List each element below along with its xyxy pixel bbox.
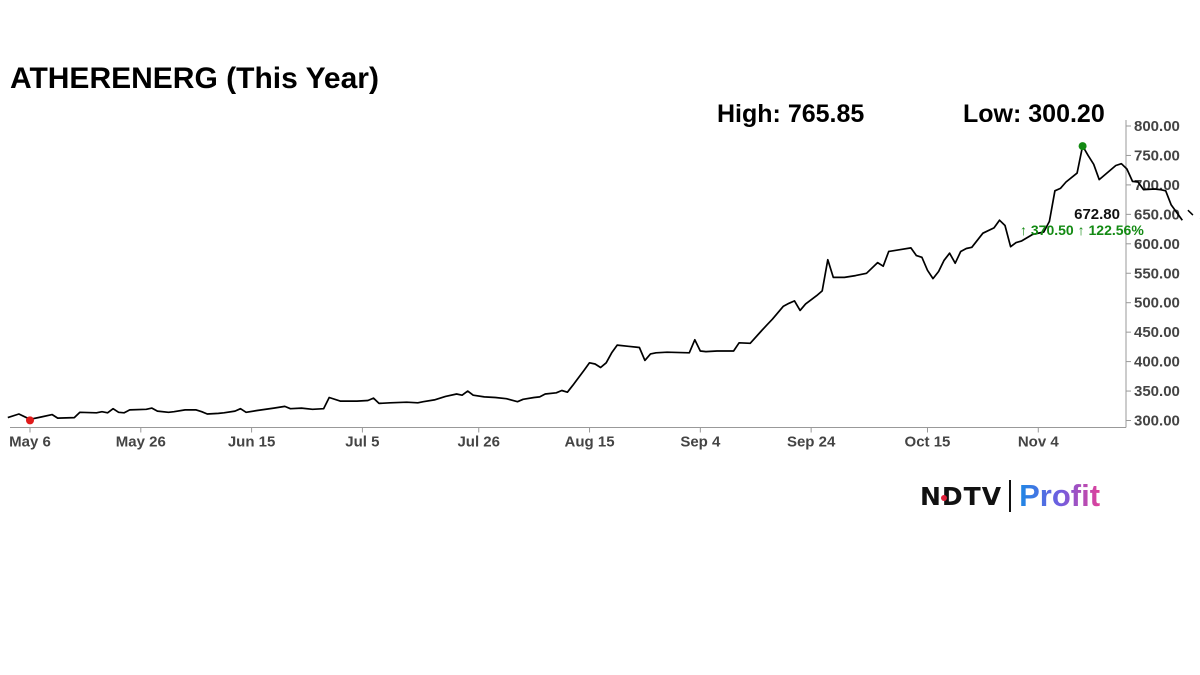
y-tick-label: 350.00: [1134, 383, 1180, 400]
x-tick-label: May 26: [116, 434, 166, 451]
x-tick-label: Jul 5: [345, 434, 379, 451]
change-annotation: ↑ 370.50 ↑ 122.56%: [1020, 222, 1144, 238]
x-tick-label: Jun 15: [228, 434, 276, 451]
logo-red-dot: [941, 494, 947, 501]
low-point-marker: [26, 416, 34, 425]
profit-wordmark: Profit: [1019, 478, 1101, 513]
y-tick-label: 400.00: [1134, 354, 1180, 371]
high-value-label: High: 765.85: [717, 100, 865, 128]
last-price-background: [1066, 204, 1124, 224]
x-tick-label: Sep 24: [787, 434, 836, 451]
change-percent-value: 122.56%: [1089, 222, 1145, 238]
x-tick-label: Oct 15: [905, 434, 951, 451]
y-tick-label: 800.00: [1134, 118, 1180, 135]
y-tick-label: 750.00: [1134, 147, 1180, 164]
logo-divider: [1009, 480, 1012, 512]
price-series-line: [7, 145, 1183, 421]
chart-title: ATHERENERG (This Year): [10, 62, 379, 95]
x-tick-label: Sep 4: [680, 434, 721, 451]
y-tick-label: 500.00: [1134, 295, 1180, 312]
y-tick-label: 550.00: [1134, 265, 1180, 282]
y-axis-ticks: 800.00750.00700.00650.00600.00550.00500.…: [1126, 118, 1180, 430]
y-tick-label: 600.00: [1134, 236, 1180, 253]
low-value-label: Low: 300.20: [963, 100, 1105, 128]
price-series-tail: [1187, 209, 1200, 221]
y-tick-label: 450.00: [1134, 324, 1180, 341]
ndtv-wordmark: NDTV: [920, 481, 1003, 511]
x-tick-label: Nov 4: [1018, 434, 1060, 451]
x-axis-ticks: May 6 May 26 Jun 15 Jul 5 Jul 26 Aug 15 Sep 4 S…: [9, 427, 1060, 451]
x-tick-label: May 6: [9, 434, 51, 451]
y-tick-label: 650.00: [1134, 206, 1180, 223]
change-absolute-value: 370.50: [1031, 222, 1074, 238]
y-tick-label: 300.00: [1134, 413, 1180, 430]
svg-text:↑ 370.50 ↑ 122.56%: ↑ 370.50 ↑ 122.56%: [1020, 222, 1144, 238]
x-tick-label: Aug 15: [565, 434, 615, 451]
x-tick-label: Jul 26: [457, 434, 500, 451]
ndtv-profit-logo: NDTV Profit: [920, 478, 1100, 514]
last-price-label: 672.80: [1074, 206, 1120, 223]
high-point-marker: [1078, 142, 1087, 151]
